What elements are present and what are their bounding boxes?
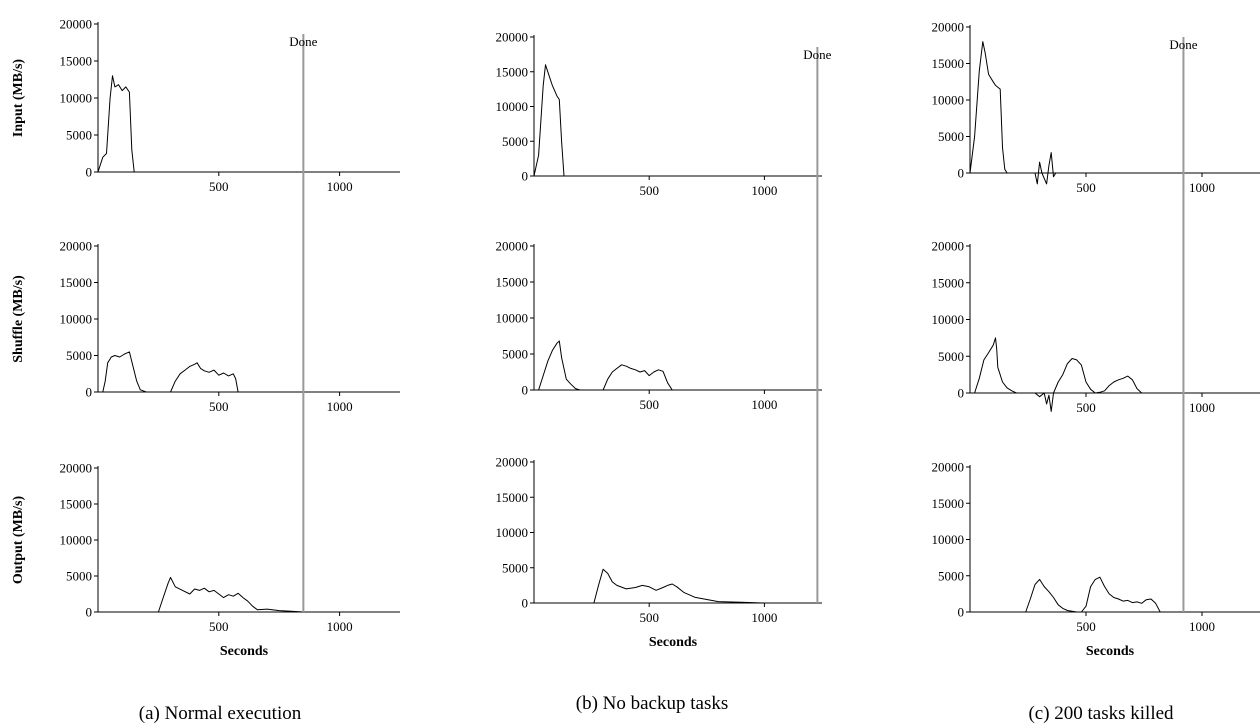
x-tick-label: 500: [1076, 180, 1096, 195]
y-tick-label: 10000: [60, 91, 93, 106]
y-tick-label: 15000: [932, 496, 965, 511]
x-tick-label: 1000: [751, 397, 777, 412]
series-line: [534, 340, 818, 391]
subplot-c-output: 0 5000 10000 15000 20000 500 1000 Seconds: [932, 460, 1260, 659]
y-tick-label: 5000: [66, 128, 92, 143]
y-tick-label: 15000: [60, 497, 93, 512]
y-tick-label: 10000: [60, 533, 93, 548]
x-axis-label: Seconds: [220, 644, 269, 659]
row-label: Shuffle (MB/s): [11, 275, 26, 363]
y-tick-label: 5000: [502, 347, 528, 362]
y-tick-label: 5000: [938, 349, 964, 364]
y-tick-label: 0: [86, 385, 93, 400]
x-tick-label: 500: [1076, 400, 1096, 415]
subplot-b-input: 0 5000 10000 15000 20000 500 1000: [496, 30, 822, 198]
subplot-b-shuffle: 0 5000 10000 15000 20000 500 1000: [496, 239, 822, 412]
x-tick-label: 500: [209, 399, 229, 414]
y-tick-label: 20000: [932, 460, 965, 475]
y-tick-label: 15000: [496, 275, 529, 290]
x-tick-label: 1000: [751, 183, 777, 198]
y-tick-label: 20000: [932, 239, 965, 254]
y-tick-label: 20000: [496, 239, 529, 254]
row-label: Output (MB/s): [11, 496, 26, 585]
done-label: Done: [1169, 37, 1197, 52]
y-tick-label: 15000: [60, 54, 93, 69]
x-axis-label: Seconds: [649, 635, 698, 650]
caption-c: (c) 200 tasks killed: [1028, 703, 1174, 724]
subplot-c-input: 0 5000 10000 15000 20000 500 1000: [932, 20, 1260, 195]
series-line: [970, 337, 1260, 412]
x-tick-label: 1000: [327, 619, 353, 634]
y-tick-label: 0: [522, 169, 529, 184]
series-line: [534, 568, 818, 604]
subplot-a-output: 0 5000 10000 15000 20000 500 1000 Output (MB/s)…: [11, 461, 400, 659]
series-line: [97, 75, 137, 173]
subplot-b-output: 0 5000 10000 15000 20000 500 1000 Seconds: [496, 455, 822, 650]
y-tick-label: 5000: [938, 568, 964, 583]
series-line: [969, 41, 1260, 185]
series-line: [98, 576, 304, 613]
y-tick-label: 0: [522, 383, 529, 398]
caption-b: (b) No backup tasks: [576, 693, 729, 714]
y-tick-label: 0: [86, 605, 93, 620]
x-tick-label: 500: [639, 183, 659, 198]
y-tick-label: 0: [86, 165, 93, 180]
done-label: Done: [289, 34, 317, 49]
series-line: [970, 576, 1184, 613]
x-tick-label: 1000: [327, 179, 353, 194]
x-tick-label: 1000: [1189, 180, 1215, 195]
x-tick-label: 1000: [1189, 400, 1215, 415]
y-tick-label: 20000: [932, 20, 965, 35]
y-tick-label: 15000: [932, 56, 965, 71]
x-tick-label: 500: [209, 179, 229, 194]
y-tick-label: 20000: [496, 455, 529, 470]
y-tick-label: 10000: [496, 99, 529, 114]
y-tick-label: 0: [958, 605, 965, 620]
y-tick-label: 10000: [60, 312, 93, 327]
x-tick-label: 1000: [327, 399, 353, 414]
series-line: [98, 351, 400, 393]
x-tick-label: 500: [639, 397, 659, 412]
y-tick-label: 15000: [60, 275, 93, 290]
subplot-c-shuffle: 0 5000 10000 15000 20000 500 1000: [932, 239, 1260, 415]
x-tick-label: 500: [209, 619, 229, 634]
series-line: [533, 64, 565, 177]
y-tick-label: 5000: [502, 134, 528, 149]
y-tick-label: 0: [958, 386, 965, 401]
y-tick-label: 10000: [932, 532, 965, 547]
x-tick-label: 500: [1076, 619, 1096, 634]
y-tick-label: 10000: [496, 525, 529, 540]
y-tick-label: 15000: [932, 275, 965, 290]
x-tick-label: 1000: [1189, 619, 1215, 634]
y-tick-label: 5000: [66, 348, 92, 363]
x-axis-label: Seconds: [1086, 644, 1135, 659]
y-tick-label: 15000: [496, 490, 529, 505]
done-label: Done: [803, 47, 831, 62]
x-tick-label: 1000: [751, 610, 777, 625]
x-tick-label: 500: [639, 610, 659, 625]
y-tick-label: 0: [522, 596, 529, 611]
y-tick-label: 20000: [60, 17, 93, 32]
y-tick-label: 20000: [60, 461, 93, 476]
y-tick-label: 20000: [60, 239, 93, 254]
y-tick-label: 5000: [66, 569, 92, 584]
row-label: Input (MB/s): [11, 59, 26, 138]
y-tick-label: 10000: [932, 93, 965, 108]
y-tick-label: 10000: [496, 311, 529, 326]
y-tick-label: 5000: [938, 129, 964, 144]
y-tick-label: 0: [958, 166, 965, 181]
caption-a: (a) Normal execution: [139, 703, 302, 724]
y-tick-label: 5000: [502, 560, 528, 575]
y-tick-label: 20000: [496, 30, 529, 45]
y-tick-label: 15000: [496, 64, 529, 79]
subplot-a-input: 0 5000 10000 15000 20000 500 1000 Input (MB/s): [11, 17, 400, 194]
subplot-a-shuffle: 0 5000 10000 15000 20000 500 1000 Shuffle (MB/s…: [11, 239, 400, 414]
y-tick-label: 10000: [932, 312, 965, 327]
